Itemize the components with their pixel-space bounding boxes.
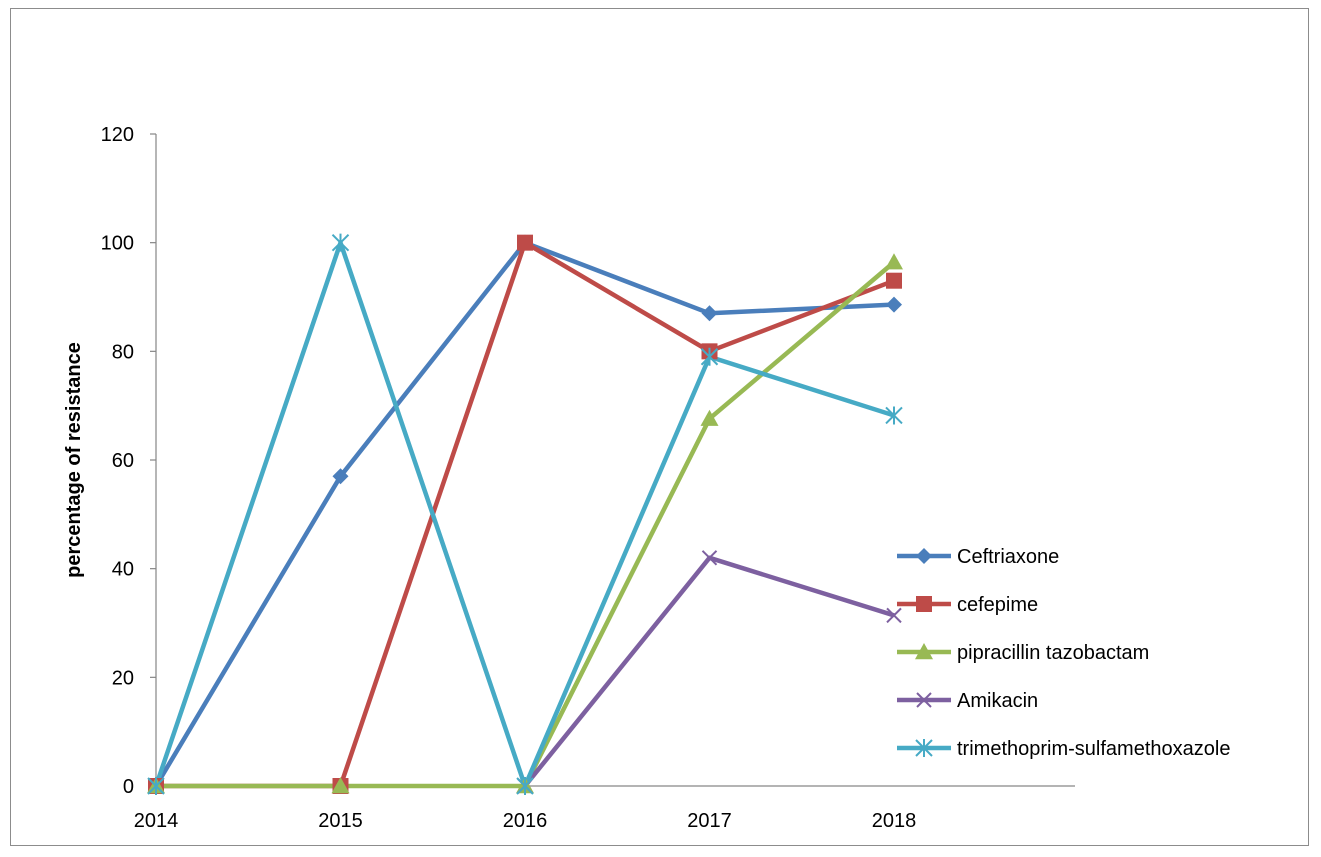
legend-label-3: Amikacin	[957, 690, 1038, 712]
y-tick-label: 20	[112, 667, 134, 689]
data-point-3-3	[701, 550, 718, 566]
legend-label-2: pipracillin tazobactam	[957, 642, 1149, 664]
data-point-2-1	[331, 777, 350, 794]
data-point-4-0	[147, 777, 165, 795]
data-point-4-4	[885, 406, 903, 425]
y-tick-label: 80	[112, 341, 134, 363]
legend-marker-0	[916, 548, 932, 564]
y-tick-label: 0	[123, 776, 134, 798]
data-point-1-4	[886, 272, 902, 289]
legend-marker-2	[915, 643, 933, 660]
data-point-0-4	[886, 296, 902, 313]
x-tick-label: 2016	[503, 810, 548, 832]
series-line-2	[156, 260, 896, 789]
data-point-4-1	[331, 233, 350, 252]
legend: Ceftriaxone cefepime pipracillin tazobacta…	[897, 546, 1230, 760]
data-point-4-3	[700, 347, 719, 366]
x-tick-label: 2015	[318, 810, 363, 832]
legend-label-1: cefepime	[957, 594, 1038, 616]
data-point-2-4	[885, 253, 903, 270]
data-point-1-2	[517, 234, 533, 251]
legend-label-0: Ceftriaxone	[957, 546, 1059, 568]
y-tick-label: 60	[112, 450, 134, 472]
x-tick-label: 2014	[134, 810, 179, 832]
x-tick-label: 2017	[687, 810, 732, 832]
y-tick-label: 40	[112, 559, 134, 581]
data-point-2-3	[700, 409, 719, 426]
legend-label-4: trimethoprim-sulfamethoxazole	[957, 738, 1230, 760]
data-point-4-2	[516, 777, 534, 795]
legend-marker-3	[916, 692, 932, 708]
y-axis-label: percentage of resistance	[63, 342, 85, 578]
legend-marker-4	[915, 739, 933, 757]
x-tick-label: 2018	[872, 810, 917, 832]
y-tick-label: 100	[101, 233, 134, 255]
legend-marker-1	[916, 596, 932, 612]
chart-axes: 0 20 40 60 80 100 120 2014 2015 2016 2017 2018	[101, 124, 1075, 832]
data-point-3-4	[886, 607, 902, 624]
series-markers	[147, 233, 903, 795]
y-tick-label: 120	[101, 124, 134, 146]
series-line-1	[156, 240, 895, 789]
data-point-0-3	[701, 305, 718, 322]
chart-frame	[10, 8, 1309, 846]
series-lines	[153, 240, 896, 789]
data-point-0-1	[332, 468, 349, 485]
